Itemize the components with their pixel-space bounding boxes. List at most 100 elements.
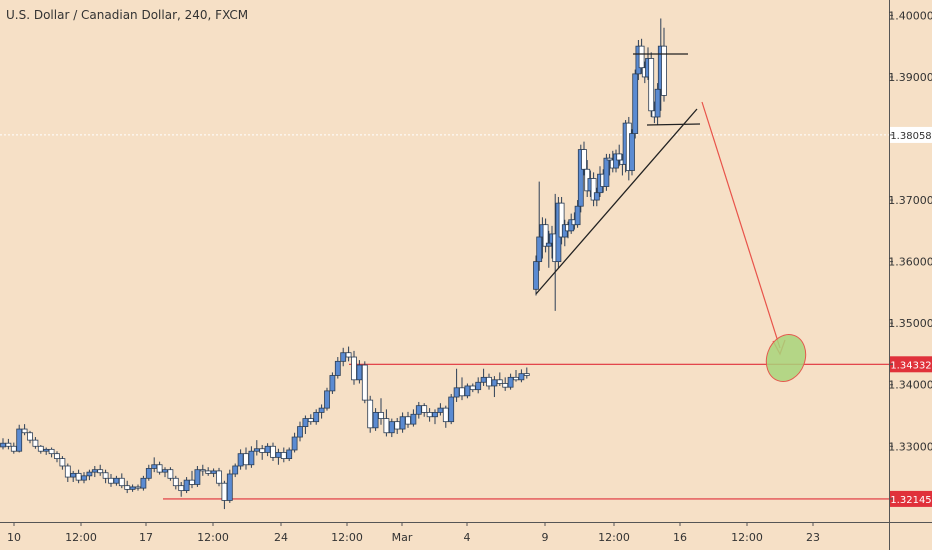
candle-body bbox=[237, 453, 244, 467]
flag-bottom-line bbox=[646, 123, 701, 126]
candle-body bbox=[248, 450, 255, 466]
candle-body bbox=[318, 407, 325, 413]
candle-body bbox=[10, 445, 17, 452]
candle-body bbox=[536, 236, 543, 263]
candle-body bbox=[118, 477, 125, 487]
candle-body bbox=[361, 364, 368, 401]
candle-body bbox=[448, 396, 455, 423]
candle-body bbox=[632, 73, 639, 134]
candle-body bbox=[616, 153, 623, 161]
x-axis-tick-label: 12:00 bbox=[731, 531, 763, 544]
candle-body bbox=[270, 445, 276, 458]
candle-body bbox=[378, 412, 384, 419]
chart-title: U.S. Dollar / Canadian Dollar, 240, FXCM bbox=[6, 8, 249, 22]
candle-body bbox=[475, 381, 482, 391]
candle-body bbox=[394, 421, 401, 430]
candle-body bbox=[5, 442, 12, 447]
candle-body bbox=[464, 385, 471, 397]
candle-body bbox=[648, 58, 655, 112]
candle-body bbox=[356, 364, 363, 381]
candle-body bbox=[351, 356, 357, 381]
candle-body bbox=[491, 379, 498, 387]
candle-body bbox=[183, 479, 190, 492]
candle-body bbox=[383, 418, 390, 434]
candle-body bbox=[178, 485, 185, 492]
candle-body bbox=[533, 261, 539, 290]
candle-body bbox=[54, 453, 60, 459]
candle-body bbox=[558, 202, 565, 238]
y-axis-tick-label: 1.38058 bbox=[890, 131, 931, 142]
price-badge bbox=[890, 126, 932, 143]
x-axis-tick-label: 9 bbox=[542, 531, 549, 544]
candle-body bbox=[81, 475, 87, 481]
price-badge bbox=[890, 356, 932, 373]
candle-body bbox=[221, 482, 228, 501]
candle-body bbox=[372, 412, 379, 429]
candle-body bbox=[140, 477, 147, 489]
candle-body bbox=[415, 405, 422, 415]
candle-body bbox=[194, 469, 201, 485]
candle-body bbox=[486, 376, 492, 387]
candle-body bbox=[459, 387, 465, 397]
candle-body bbox=[280, 452, 287, 459]
candle-body bbox=[108, 477, 114, 484]
candle-body bbox=[205, 470, 212, 474]
candle-body bbox=[629, 133, 635, 171]
y-axis-tick-label: 1.32145 bbox=[890, 495, 931, 506]
y-axis-tick-label: 1.34332 bbox=[890, 360, 931, 371]
candle-body bbox=[297, 426, 303, 438]
candle-body bbox=[162, 469, 168, 473]
candle-body bbox=[568, 219, 575, 232]
candle-body bbox=[91, 469, 98, 473]
candle-body bbox=[606, 157, 613, 161]
candle-body bbox=[59, 458, 66, 467]
candle-body bbox=[70, 472, 77, 478]
candle-body bbox=[421, 405, 428, 413]
x-axis-tick-label: 17 bbox=[139, 531, 153, 544]
candle-body bbox=[613, 153, 619, 169]
candle-body bbox=[156, 464, 163, 473]
candle-body bbox=[75, 472, 82, 481]
candle-body bbox=[577, 149, 584, 207]
candle-body bbox=[97, 469, 104, 474]
candle-body bbox=[172, 477, 179, 487]
price-badge bbox=[890, 490, 932, 507]
candle-body bbox=[661, 45, 667, 96]
candle-body bbox=[502, 383, 509, 388]
candle-body bbox=[388, 421, 395, 434]
candle-body bbox=[27, 432, 33, 441]
candle-body bbox=[496, 379, 503, 384]
candle-body bbox=[167, 469, 174, 479]
candle-body bbox=[329, 375, 336, 392]
y-axis-tick-label: 1.40000 bbox=[888, 9, 932, 22]
candle-body bbox=[593, 192, 600, 201]
candle-body bbox=[259, 448, 266, 453]
candle-body bbox=[469, 385, 476, 391]
candle-body bbox=[199, 469, 206, 472]
target-zone bbox=[765, 334, 807, 382]
candle-body bbox=[37, 445, 44, 452]
y-axis-tick-label: 1.34000 bbox=[888, 379, 932, 392]
x-axis-tick-label: 24 bbox=[274, 531, 288, 544]
candle-body bbox=[32, 439, 39, 447]
candle-body bbox=[654, 88, 661, 118]
x-axis-tick-label: 12:00 bbox=[331, 531, 363, 544]
candle-body bbox=[216, 470, 222, 484]
candle-body bbox=[410, 413, 417, 425]
candle-body bbox=[453, 387, 460, 398]
candle-body bbox=[367, 399, 374, 429]
candle-body bbox=[232, 465, 239, 475]
candle-body bbox=[243, 453, 249, 466]
candle-body bbox=[189, 479, 195, 485]
candle-body bbox=[226, 473, 233, 501]
candle-body bbox=[302, 418, 309, 427]
candle-body bbox=[638, 45, 645, 69]
candle-body bbox=[264, 445, 271, 453]
y-axis-tick-label: 1.33000 bbox=[888, 440, 932, 453]
candle-body bbox=[507, 376, 514, 388]
candle-body bbox=[313, 412, 320, 423]
y-axis-tick-label: 1.36000 bbox=[888, 256, 932, 269]
